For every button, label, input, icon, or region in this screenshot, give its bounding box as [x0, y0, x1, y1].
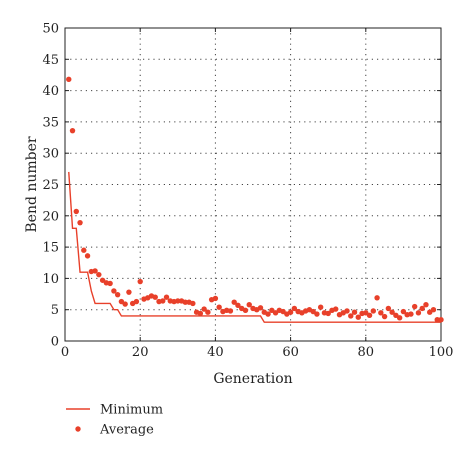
data-point-average [314, 311, 320, 317]
y-tick-label: 50 [42, 22, 59, 37]
data-point-average [81, 247, 87, 253]
y-tick-label: 10 [42, 272, 59, 287]
data-point-average [333, 306, 339, 312]
x-tick-label: 80 [358, 345, 375, 360]
legend-marker-average [75, 426, 81, 432]
data-point-average [351, 309, 358, 315]
data-point-average [152, 294, 158, 300]
data-point-average [126, 289, 132, 295]
data-point-average [415, 310, 422, 316]
data-point-average [265, 311, 271, 317]
data-point-average [378, 310, 384, 316]
data-point-average [374, 295, 380, 301]
data-point-average [160, 298, 166, 304]
data-point-average [84, 253, 91, 259]
data-point-average [111, 288, 117, 294]
data-point-average [430, 307, 437, 313]
data-point-average [348, 313, 354, 319]
data-point-average [434, 317, 440, 323]
data-point-average [92, 268, 98, 274]
data-point-average [96, 271, 102, 278]
data-point-average [107, 280, 113, 287]
data-point-average [201, 306, 207, 312]
data-point-average [257, 305, 264, 311]
y-axis-title: Bend number [24, 136, 40, 233]
legend-label-average: Average [99, 423, 154, 438]
legend: Minimum Average [66, 403, 163, 438]
y-tick-labels: 0 5 10 15 20 25 30 35 40 45 50 [42, 22, 59, 350]
x-tick-labels: 0 20 40 60 80 100 [61, 345, 454, 360]
y-tick-label: 15 [42, 241, 59, 256]
data-point-average [389, 309, 395, 315]
data-point-average [396, 315, 403, 321]
data-point-average [242, 307, 249, 314]
data-point-average [385, 305, 392, 312]
x-tick-label: 60 [282, 345, 299, 360]
data-point-average [77, 219, 83, 226]
data-point-average [411, 303, 418, 310]
x-tick-label: 100 [429, 345, 454, 360]
data-point-average [381, 313, 388, 320]
data-series [66, 76, 444, 323]
data-point-average [231, 299, 237, 305]
x-axis-title: Generation [213, 371, 292, 387]
data-point-average [73, 208, 79, 215]
data-point-average [137, 278, 143, 285]
x-tick-label: 0 [61, 345, 69, 360]
data-point-average [212, 295, 219, 302]
y-tick-label: 5 [51, 303, 59, 318]
y-tick-label: 30 [42, 147, 59, 162]
series-line-minimum [68, 171, 441, 323]
data-point-average [190, 300, 196, 307]
data-point-average [317, 304, 324, 310]
data-point-average [182, 299, 189, 305]
data-point-average [400, 308, 407, 315]
data-point-average [114, 291, 121, 298]
data-point-average [408, 311, 414, 317]
y-tick-label: 40 [42, 84, 59, 99]
x-tick-label: 20 [132, 345, 149, 360]
data-point-average [163, 294, 170, 300]
y-tick-label: 0 [51, 335, 59, 350]
data-point-average [197, 310, 204, 317]
legend-label-minimum: Minimum [100, 403, 163, 418]
y-tick-label: 20 [42, 209, 59, 224]
data-point-average [175, 298, 181, 304]
x-tick-label: 40 [207, 345, 224, 360]
data-point-average [291, 305, 298, 312]
axes [64, 27, 442, 342]
data-point-average [227, 308, 234, 314]
data-point-average [419, 305, 425, 312]
data-point-average [438, 317, 444, 323]
data-point-average [133, 298, 140, 305]
data-point-average [423, 301, 429, 308]
y-tick-label: 45 [42, 53, 59, 68]
data-point-average [344, 308, 350, 314]
data-point-average [355, 314, 361, 320]
data-point-average [325, 310, 331, 317]
data-point-average [66, 76, 72, 83]
data-point-average [235, 302, 241, 309]
data-point-average [205, 309, 211, 315]
y-tick-label: 35 [42, 115, 59, 130]
data-point-average [69, 127, 76, 134]
data-point-average [287, 309, 294, 315]
data-point-average [216, 304, 222, 310]
data-point-average [366, 312, 373, 319]
data-point-average [370, 308, 377, 314]
data-point-average [246, 301, 252, 308]
y-tick-label: 25 [42, 178, 59, 193]
data-point-average [122, 301, 128, 307]
